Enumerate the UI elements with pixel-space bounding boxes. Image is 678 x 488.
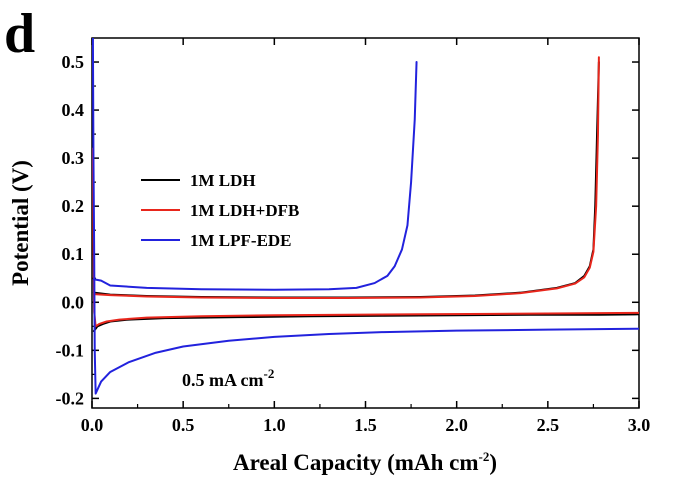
y-tick-label: 0.2 [62,196,85,216]
annotation-text: 0.5 mA cm [182,370,263,390]
x-axis-title: Areal Capacity (mAh cm-2) [233,449,497,475]
y-tick-label: 0.1 [62,244,85,264]
series-line-1-segment-1 [92,56,600,299]
legend-label-lpf-ede: 1M LPF-EDE [190,231,292,250]
y-tick-label: -0.1 [56,340,85,360]
current-density-annotation: 0.5 mA cm-2 [182,366,274,390]
x-axis-title-text: Areal Capacity (mAh cm [233,450,479,475]
x-axis-title-sup: -2 [478,449,489,464]
series-line-2-segment-1 [92,61,418,291]
x-tick-label: 0.5 [172,415,195,435]
y-tick-label: 0.4 [62,100,85,120]
y-tick-label: -0.2 [56,388,85,408]
series-lines [92,38,639,395]
y-axis-title: Potential (V) [8,160,33,286]
legend: 1M LDH 1M LDH+DFB 1M LPF-EDE [141,171,299,250]
y-tick-label: 0.5 [62,52,85,72]
legend-label-ldh: 1M LDH [190,171,256,190]
ticks-layer: 0.0 0.5 1.0 1.5 2.0 2.5 3.0 -0.2 -0.1 0.0 0.1 0.2 0.… [56,38,651,435]
panel-label: d [4,3,35,65]
x-tick-label: 1.5 [354,415,377,435]
annotation-sup: -2 [263,366,274,381]
series-line-2-segment-0 [92,38,639,395]
x-tick-label: 1.0 [263,415,286,435]
x-tick-label: 2.5 [537,415,560,435]
y-tick-label: 0.3 [62,148,85,168]
x-axis-title-tail: ) [489,450,497,475]
x-tick-label: 3.0 [628,415,651,435]
plot-frame [91,37,640,409]
x-tick-label: 0.0 [81,415,104,435]
series-line-0-segment-0 [92,313,639,333]
y-tick-label: 0.0 [62,292,85,312]
x-tick-label: 2.0 [445,415,468,435]
legend-label-ldh-dfb: 1M LDH+DFB [190,201,299,220]
series-line-1-segment-0 [92,147,639,328]
